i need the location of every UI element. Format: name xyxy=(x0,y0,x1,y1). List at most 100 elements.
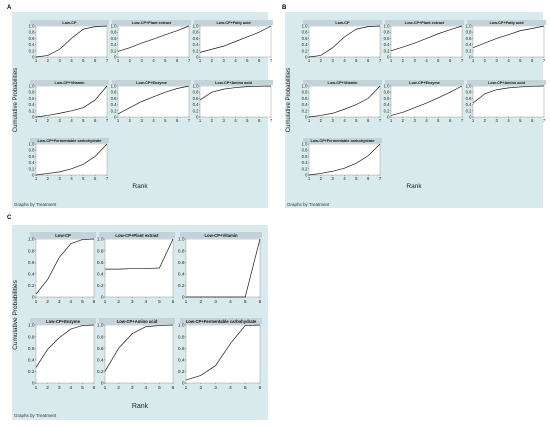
y-tick-label: 1.0 xyxy=(193,83,199,88)
subplot: Low-CP+Vitamin 0 0.2 0.4 0.6 0.8 1.0 1 2 3 4 5 6 xyxy=(178,232,262,305)
series-line xyxy=(199,85,272,101)
x-tick-label: 1 xyxy=(117,118,120,123)
x-tick-label: 1 xyxy=(308,118,311,123)
y-tick-label: 0.2 xyxy=(28,369,35,375)
y-tick-label: 0.2 xyxy=(28,283,35,289)
x-tick-label: 1 xyxy=(35,58,38,63)
plot-area xyxy=(117,25,190,58)
x-tick-label: 6 xyxy=(94,58,97,63)
x-tick-label: 1 xyxy=(472,118,475,123)
x-tick-label: 6 xyxy=(258,118,261,123)
x-tick-label: 1 xyxy=(185,299,188,305)
subplot-header xyxy=(30,20,109,25)
y-tick-label: 0.8 xyxy=(466,90,472,95)
y-tick-label: 1.0 xyxy=(111,23,117,28)
x-tick-label: 2 xyxy=(129,58,132,63)
plot-area xyxy=(104,238,174,298)
y-tick-label: 0.4 xyxy=(29,102,35,107)
x-tick-label: 5 xyxy=(355,118,358,123)
x-tick-label: 2 xyxy=(129,118,132,123)
x-tick-label: 4 xyxy=(229,385,232,391)
x-tick-label: 6 xyxy=(367,58,370,63)
y-tick-label: 0.4 xyxy=(178,357,185,363)
y-tick-label: 1.0 xyxy=(29,141,35,146)
subplot-header xyxy=(467,20,546,25)
x-tick-label: 3 xyxy=(214,299,217,305)
x-tick-label: 5 xyxy=(81,385,84,391)
x-tick-label: 1 xyxy=(472,58,475,63)
y-tick-label: 0.6 xyxy=(29,96,35,101)
y-tick-label: 0 xyxy=(305,114,308,119)
y-tick-label: 0.8 xyxy=(178,248,185,254)
series-line xyxy=(35,324,95,368)
subplot-header xyxy=(112,20,191,25)
x-tick-label: 7 xyxy=(543,58,546,63)
y-tick-label: 0.8 xyxy=(29,148,35,153)
y-tick-label: 0 xyxy=(32,295,35,301)
x-tick-label: 1 xyxy=(390,118,393,123)
y-tick-label: 1.0 xyxy=(384,83,390,88)
x-tick-label: 1 xyxy=(117,58,120,63)
plot-area xyxy=(472,25,545,58)
y-tick-label: 0.8 xyxy=(97,334,104,340)
subplot: Low-CP+Fermentable carbohydrate00.20.40.… xyxy=(178,318,262,391)
y-tick-label: 1.0 xyxy=(97,323,104,329)
series-line xyxy=(390,85,463,116)
x-tick-label: 3 xyxy=(495,118,498,123)
subplot: Low-CP+Amino acid 00.20.40.60.8 1.0 1 2 3 4 5 6 7 xyxy=(193,80,273,123)
subplot: Low-CP 0 0.2 0.4 0.6 0.8 1.0 1 2 3 4 5 6 xyxy=(28,232,96,305)
subplot: Low-CP+Plant extract 0 0.2 0.4 0.6 0.8 1.0 1 2 3 4… xyxy=(97,232,175,305)
y-tick-label: 0.6 xyxy=(29,154,35,159)
series-line xyxy=(117,85,190,115)
subplot-header xyxy=(385,80,464,85)
x-tick-label: 4 xyxy=(425,118,428,123)
x-tick-label: 3 xyxy=(58,299,61,305)
x-tick-label: 2 xyxy=(199,385,202,391)
series-line xyxy=(35,85,108,118)
y-tick-label: 0.2 xyxy=(29,108,35,113)
y-tick-label: 0.6 xyxy=(178,346,185,352)
y-tick-label: 0.6 xyxy=(29,36,35,41)
y-tick-label: 0.2 xyxy=(111,108,117,113)
y-tick-label: 0 xyxy=(182,381,185,387)
x-tick-label: 6 xyxy=(176,58,179,63)
x-tick-label: 1 xyxy=(199,58,202,63)
x-tick-label: 1 xyxy=(104,299,107,305)
y-tick-label: 0.2 xyxy=(193,108,199,113)
x-tick-label: 4 xyxy=(507,58,510,63)
y-tick-label: 0.4 xyxy=(466,42,472,47)
y-tick-label: 0.6 xyxy=(384,96,390,101)
subplot-title: Low-CP+Plant extract xyxy=(132,21,172,25)
y-tick-label: 0.6 xyxy=(28,346,35,352)
subplot-title: Low-CP+Plant extract xyxy=(405,21,445,25)
x-tick-label: 3 xyxy=(331,176,334,181)
y-tick-label: 0.2 xyxy=(384,108,390,113)
x-tick-label: 1 xyxy=(199,118,202,123)
subplot-header xyxy=(30,232,96,238)
y-tick-label: 0.4 xyxy=(302,102,308,107)
subplot: Low-CP+Fermentable carbohydrate00.20.40.… xyxy=(29,138,109,181)
x-tick-label: 3 xyxy=(214,385,217,391)
panel-b: Cumulative Probabilities Rank Graphs by Tr… xyxy=(285,12,546,208)
subplot-title: Low-CP+Fatty acid xyxy=(216,21,251,25)
x-tick-label: 3 xyxy=(131,385,134,391)
subplot-header xyxy=(467,80,546,85)
subplot-title: Low-CP xyxy=(62,21,77,25)
panel-label-c: C xyxy=(7,215,12,221)
y-tick-label: 0.2 xyxy=(193,48,199,53)
plot-area xyxy=(390,25,463,58)
x-tick-label: 4 xyxy=(152,118,155,123)
subplot-header xyxy=(194,20,273,25)
x-tick-label: 5 xyxy=(437,58,440,63)
subplot: Low-CP+Enzyme 0 0.2 0.4 0.6 0.8 1.0 1 2 3 4 5 6 xyxy=(28,318,96,391)
y-tick-label: 0.8 xyxy=(97,248,104,254)
subplot: Low-CP+Amino acid 00.20.40.60.8 1.0 1 2 3 4 5 6 7 xyxy=(466,80,546,123)
y-tick-label: 0.8 xyxy=(28,334,35,340)
y-tick-label: 0.4 xyxy=(97,357,104,363)
x-tick-label: 5 xyxy=(164,118,167,123)
series-line xyxy=(117,25,190,52)
y-tick-label: 1.0 xyxy=(29,23,35,28)
x-tick-label: 7 xyxy=(461,58,464,63)
series-line xyxy=(472,25,545,49)
y-tick-label: 1.0 xyxy=(193,23,199,28)
